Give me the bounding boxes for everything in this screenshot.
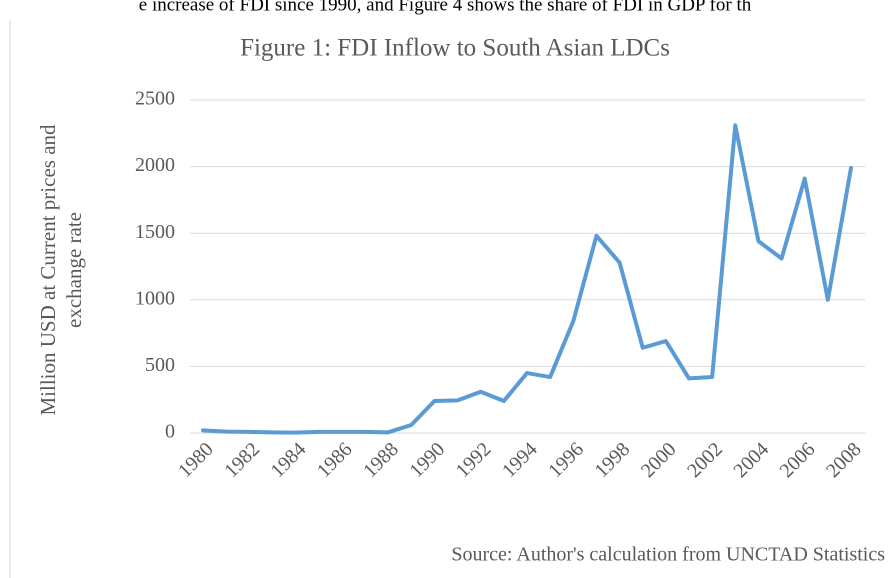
x-tick-label: 1994: [498, 438, 542, 482]
x-tick-label: 1984: [267, 438, 311, 482]
x-tick-label: 2004: [729, 438, 773, 482]
x-tick-label: 1998: [591, 438, 635, 482]
x-tick-label: 1982: [220, 438, 264, 482]
x-tick-label: 2008: [822, 438, 866, 482]
y-axis-label: exchange rate: [62, 212, 86, 328]
x-tick-label: 2006: [776, 438, 820, 482]
y-tick-label: 1000: [135, 287, 175, 309]
x-tick-label: 1980: [174, 438, 218, 482]
y-tick-label: 2500: [135, 88, 175, 110]
data-line: [201, 123, 853, 435]
x-tick-label: 2002: [683, 438, 727, 482]
x-tick-label: 1992: [452, 438, 496, 482]
y-tick-label: 1500: [135, 221, 175, 243]
x-tick-label: 1988: [359, 438, 403, 482]
x-tick-label: 1996: [544, 438, 588, 482]
y-tick-label: 500: [145, 354, 175, 376]
y-axis-label: Million USD at Current prices and: [36, 124, 60, 416]
x-tick-label: 1990: [405, 438, 449, 482]
x-tick-label: 2000: [637, 438, 681, 482]
chart-title: Figure 1: FDI Inflow to South Asian LDCs: [240, 35, 670, 62]
y-tick-label: 0: [165, 421, 175, 443]
x-tick-label: 1986: [313, 438, 357, 482]
source-note: Source: Author's calculation from UNCTAD…: [451, 544, 885, 566]
y-tick-label: 2000: [135, 154, 175, 176]
page-text: e increase of FDI since 1990, and Figure…: [139, 0, 752, 15]
